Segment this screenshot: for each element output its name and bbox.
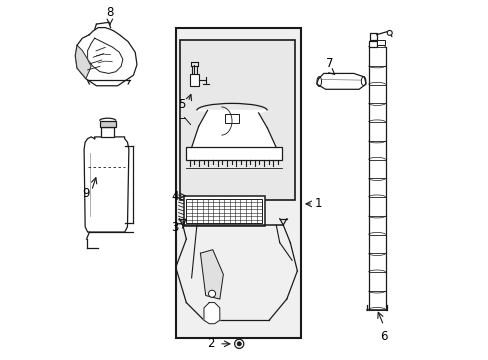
Circle shape — [237, 342, 241, 346]
Polygon shape — [203, 302, 220, 324]
Bar — [376, 40, 384, 45]
Circle shape — [208, 290, 215, 297]
Polygon shape — [75, 45, 91, 79]
Text: 7: 7 — [325, 57, 333, 70]
Polygon shape — [84, 137, 129, 232]
Polygon shape — [191, 111, 276, 148]
Text: 6: 6 — [379, 330, 386, 343]
Bar — [189, 75, 198, 86]
Text: 8: 8 — [106, 6, 113, 19]
Text: 9: 9 — [81, 187, 89, 200]
Bar — [180, 40, 294, 201]
Polygon shape — [75, 28, 137, 86]
Text: 1: 1 — [314, 197, 322, 210]
Polygon shape — [200, 250, 223, 299]
Circle shape — [386, 31, 391, 35]
Bar — [100, 121, 116, 127]
Bar — [183, 196, 264, 226]
Bar — [186, 148, 281, 160]
Text: 5: 5 — [178, 98, 185, 111]
Polygon shape — [316, 73, 366, 89]
Bar — [368, 41, 376, 47]
Circle shape — [234, 339, 244, 348]
Bar — [175, 28, 300, 338]
Text: 2: 2 — [206, 337, 214, 350]
Text: 4: 4 — [171, 190, 179, 203]
Bar — [186, 199, 262, 223]
Bar — [101, 127, 114, 137]
Bar — [224, 114, 239, 123]
Text: 3: 3 — [171, 221, 179, 234]
